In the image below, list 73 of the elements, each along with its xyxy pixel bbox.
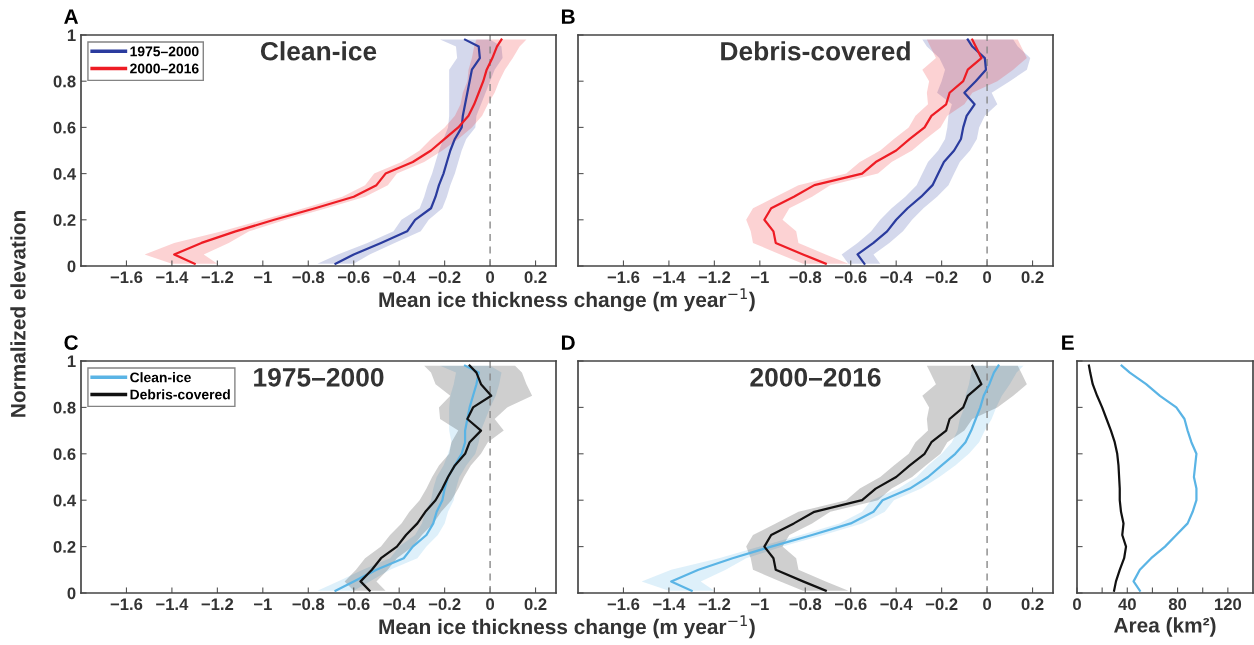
x-tick-label: 0 [983,271,992,284]
x-tick-label: −0.2 [428,271,461,284]
y-tick-label: 0.2 [53,214,76,226]
x-tick-label: −1.4 [653,271,686,283]
text: A [64,9,79,24]
chart-title: 1975–2000 [254,367,384,387]
x-tick-label: −0.2 [428,598,461,611]
x-axis-title: Mean ice thickness change (m year$^{−1}$) [379,615,755,639]
chart-title: 2000–2016 [750,367,881,387]
y-tick-label: 1 [67,355,76,368]
legend-label: Clean-ice [130,372,191,383]
y-tick-label: 0.8 [53,75,76,88]
x-tick-label: −0.2 [925,271,958,284]
y-tick-label: 0 [67,260,76,273]
y-tick-label: 1 [67,29,76,42]
x-axis-title: Mean ice thickness change (m year$^{−1}$) [379,288,755,312]
x-tick-label: −1.4 [653,598,686,610]
x-tick-label: −1.4 [156,271,189,283]
x-tick-label: −0.8 [789,598,822,611]
chart-title: Debris-covered [721,41,910,61]
x-tick-label: −0.8 [292,271,325,284]
x-tick-label: 40 [1118,598,1136,611]
x-tick-label: −1.6 [607,271,640,284]
x-tick-label: 0 [486,598,495,611]
x-axis-title: Area (km²) [1114,617,1216,637]
x-tick-label: 0.2 [524,271,547,284]
legend-label: Debris-covered [130,389,230,400]
text: E [1062,335,1074,350]
x-tick-label: −1.2 [698,271,731,283]
legend-label: 1975–2000 [130,46,199,57]
text: C [64,335,79,350]
x-tick-label: −1 [254,271,272,283]
x-tick-label: 0.2 [524,598,547,611]
text: B [561,9,575,24]
x-tick-label: −1 [751,271,769,283]
x-tick-label: 0 [1073,598,1081,611]
x-tick-label: −1.2 [201,598,234,610]
text: D [561,335,575,350]
y-tick-label: 0.4 [53,494,77,507]
y-tick-label: 0.2 [53,541,76,553]
x-tick-label: 0 [486,271,495,284]
x-tick-label: −1 [751,598,769,610]
x-tick-label: 0 [983,598,992,611]
x-tick-label: 80 [1168,598,1187,611]
x-tick-label: −0.6 [834,271,867,284]
y-tick-label: 0.8 [53,401,76,414]
x-tick-label: 0.2 [1021,271,1044,284]
y-tick-label: 0.6 [53,448,76,460]
y-tick-label: 0.4 [53,168,77,180]
x-tick-label: −0.4 [383,598,416,611]
legend-label: 2000–2016 [130,63,199,74]
x-tick-label: 0.2 [1021,598,1044,611]
x-tick-label: −0.4 [880,598,913,611]
x-tick-label: −0.4 [383,271,416,284]
x-tick-label: −1.4 [156,598,189,610]
x-tick-label: −1.6 [110,271,143,284]
x-tick-label: −1.2 [698,598,731,610]
x-tick-label: −0.2 [925,598,958,611]
x-tick-label: −0.6 [337,598,370,611]
y-tick-label: 0 [67,587,76,600]
x-tick-label: −1.2 [201,271,234,283]
x-tick-label: −0.8 [789,271,822,284]
x-tick-label: −0.6 [834,598,867,611]
x-tick-label: −0.6 [337,271,370,284]
x-tick-label: −0.4 [880,271,913,284]
x-tick-label: −1.6 [607,598,640,611]
x-tick-label: 120 [1215,598,1242,611]
chart-title: Clean-ice [260,41,377,61]
y-tick-label: 0.6 [53,121,76,134]
y-axis-title: Normalized elevation [10,211,26,417]
x-tick-label: −1 [254,598,272,610]
x-tick-label: −0.8 [292,598,325,611]
x-tick-label: −1.6 [110,598,143,611]
